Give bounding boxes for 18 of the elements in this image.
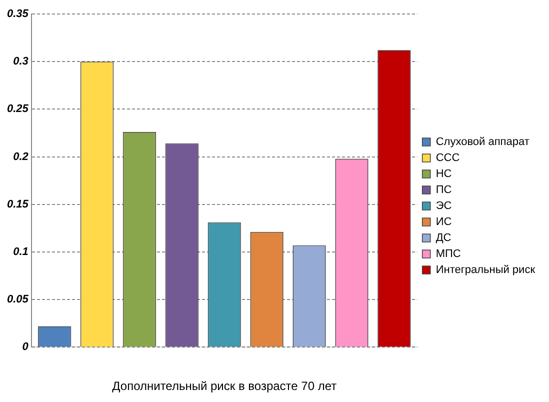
y-tick-label: 0.3: [13, 56, 28, 68]
y-tick-label: 0.15: [6, 198, 30, 210]
y-tick-label: 0.1: [13, 246, 28, 258]
legend-label: Интегральный риск: [436, 264, 536, 276]
y-tick-label: 0: [22, 341, 30, 354]
legend-label: ССС: [436, 152, 460, 164]
legend-label: ИС: [436, 216, 452, 228]
legend-label: МПС: [436, 248, 461, 260]
legend-label: НС: [436, 168, 452, 180]
legend-label: ДС: [436, 232, 452, 244]
y-tick-label: 0.25: [6, 103, 30, 116]
legend-label: ПС: [436, 184, 452, 196]
legend-label: Слуховой аппарат: [436, 136, 530, 148]
x-axis-title: Дополнительный риск в возрасте 70 лет: [112, 379, 338, 394]
y-tick-label: 0.2: [13, 150, 28, 163]
y-tick-label: 0.05: [6, 294, 30, 306]
y-tick-label: 0.35: [6, 8, 30, 20]
legend-label: ЭС: [436, 200, 452, 212]
